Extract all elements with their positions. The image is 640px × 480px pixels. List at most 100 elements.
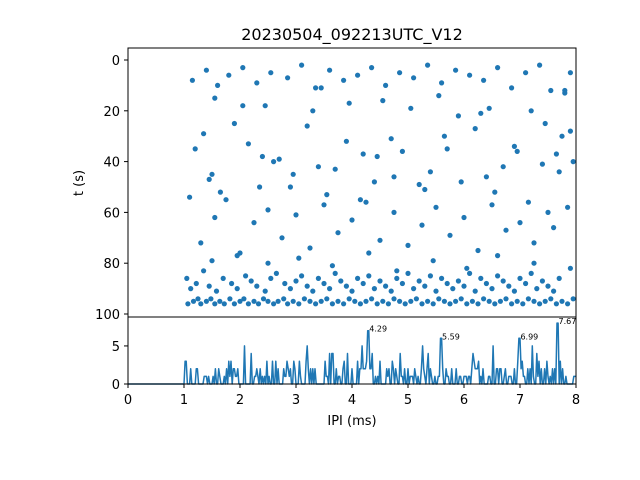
scatter-point	[321, 202, 327, 208]
scatter-point	[310, 288, 316, 294]
scatter-point	[262, 103, 268, 109]
scatter-point	[565, 204, 571, 210]
scatter-point	[528, 108, 534, 114]
scatter-point	[520, 301, 526, 307]
scatter-point	[338, 278, 344, 284]
scatter-point	[517, 275, 523, 281]
scatter-point	[405, 242, 411, 248]
scatter-point	[271, 301, 277, 307]
scatter-point	[184, 275, 190, 281]
scatter-point	[234, 286, 240, 292]
scatter-point	[542, 120, 548, 127]
scatter-point	[352, 298, 358, 304]
scatter-point	[304, 123, 310, 129]
scatter-point	[212, 95, 218, 101]
histogram-x-tick-label: 2	[236, 393, 244, 408]
scatter-y-tick-label: 40	[103, 156, 120, 171]
histogram-y-tick-label: 5	[112, 340, 120, 355]
scatter-point	[346, 296, 352, 302]
scatter-point	[195, 296, 201, 302]
scatter-y-tick-label: 80	[103, 257, 120, 272]
scatter-point	[472, 126, 478, 132]
scatter-point	[385, 301, 391, 307]
scatter-point	[307, 298, 313, 304]
scatter-point	[531, 298, 537, 304]
scatter-point	[481, 296, 487, 302]
scatter-point	[371, 179, 377, 185]
scatter-point	[567, 128, 574, 134]
scatter-point	[307, 245, 313, 251]
scatter-point	[245, 141, 251, 147]
scatter-point	[408, 105, 414, 111]
chart-title: 20230504_092213UTC_V12	[241, 25, 463, 45]
scatter-point	[500, 164, 506, 170]
scatter-point	[189, 77, 195, 83]
scatter-point	[402, 301, 408, 307]
histogram-x-tick-label: 4	[348, 393, 356, 408]
scatter-point	[444, 280, 450, 287]
scatter-point	[299, 273, 305, 279]
scatter-point	[495, 273, 501, 279]
scatter-point	[416, 278, 422, 284]
scatter-point	[503, 296, 509, 302]
scatter-point	[318, 298, 324, 304]
scatter-point	[489, 286, 495, 292]
scatter-point	[562, 90, 568, 96]
scatter-point	[399, 148, 405, 154]
scatter-point	[313, 85, 319, 91]
scatter-point	[329, 263, 335, 269]
scatter-point	[531, 260, 537, 266]
scatter-point	[363, 199, 369, 205]
scatter-point	[255, 301, 262, 307]
scatter-point	[388, 136, 394, 142]
scatter-point	[279, 235, 285, 241]
scatter-point	[287, 184, 293, 190]
scatter-point	[492, 301, 498, 307]
scatter-point	[433, 204, 439, 210]
scatter-point	[567, 265, 574, 271]
histogram-x-axis-label: IPI (ms)	[327, 414, 376, 429]
scatter-point	[380, 98, 386, 104]
scatter-point	[453, 67, 459, 73]
scatter-point	[227, 296, 233, 302]
scatter-y-tick-label: 20	[103, 105, 120, 120]
scatter-point	[430, 301, 436, 307]
scatter-point	[282, 280, 288, 287]
scatter-point	[262, 288, 268, 294]
scatter-point	[523, 70, 529, 76]
scatter-point	[290, 298, 296, 304]
scatter-point	[461, 214, 467, 221]
scatter-point	[243, 273, 249, 279]
scatter-point	[209, 171, 215, 177]
scatter-point	[213, 288, 220, 294]
scatter-point	[335, 298, 341, 304]
scatter-point	[324, 192, 330, 198]
scatter-point	[422, 283, 428, 289]
scatter-point	[537, 301, 543, 307]
scatter-point	[551, 225, 557, 231]
scatter-y-tick-label: 0	[112, 54, 120, 69]
scatter-point	[313, 301, 319, 307]
scatter-point	[315, 275, 321, 281]
scatter-point	[413, 296, 419, 302]
histogram-annotations: 4.29 5.59 6.99 7.67	[369, 317, 576, 341]
scatter-point	[394, 275, 400, 281]
scatter-point	[315, 164, 321, 170]
scatter-point	[187, 194, 193, 200]
histogram-x-tick-label: 5	[404, 393, 412, 408]
scatter-point	[221, 301, 227, 307]
scatter-point	[268, 70, 274, 76]
scatter-point	[251, 220, 257, 226]
histogram-y-tick-label: 0	[112, 378, 120, 393]
scatter-point	[285, 75, 291, 81]
scatter-point	[374, 301, 380, 307]
scatter-point	[478, 275, 484, 281]
scatter-point	[374, 153, 380, 160]
scatter-point	[377, 237, 383, 243]
peak-annotation: 5.59	[442, 332, 460, 341]
scatter-point	[486, 298, 492, 304]
scatter-point	[441, 133, 447, 139]
scatter-point	[357, 301, 363, 307]
peak-annotation: 4.29	[369, 325, 387, 334]
